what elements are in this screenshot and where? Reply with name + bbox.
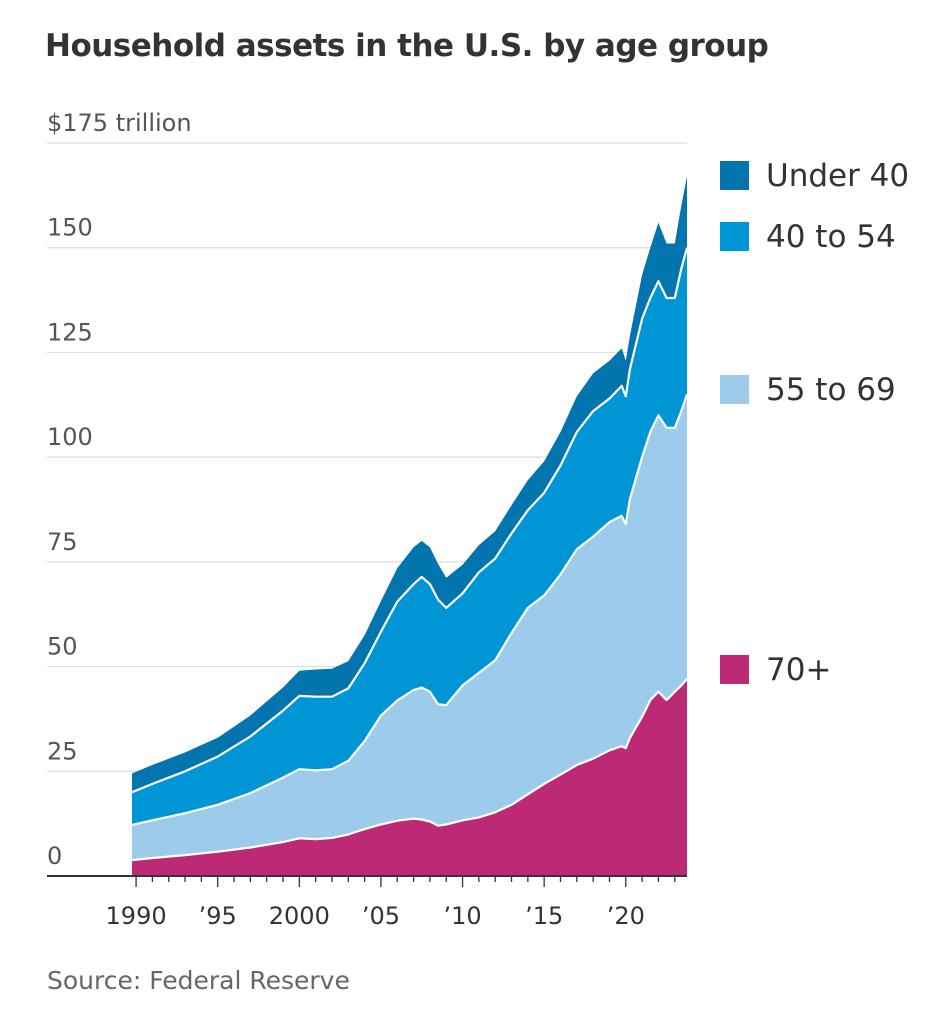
y-tick-label: 150: [47, 214, 93, 242]
legend: 70+ 55 to 69 40 to 54 Under 40: [720, 158, 909, 688]
y-tick-label: 125: [47, 318, 93, 346]
legend-swatch-40-to-54: [720, 222, 749, 251]
legend-label-70-plus: 70+: [766, 652, 831, 688]
x-tick-label: ’10: [443, 902, 481, 930]
x-tick-label: 1990: [106, 902, 167, 930]
legend-label-under-40: Under 40: [766, 158, 909, 194]
y-tick-label: 100: [47, 423, 93, 451]
y-tick-label: $175 trillion: [47, 109, 192, 137]
legend-swatch-55-to-69: [720, 375, 749, 404]
axes: 0 25 50 75 100 125 150 $175 trillion 1990 ’95 2000…: [47, 109, 687, 930]
y-tick-label: 50: [47, 633, 78, 661]
source-note: Source: Federal Reserve: [47, 966, 350, 995]
x-tick-label: 2000: [269, 902, 330, 930]
area-70-plus: [132, 679, 687, 876]
x-tick-label: ’05: [362, 902, 400, 930]
x-tick-label: ’15: [525, 902, 563, 930]
series-boundary-line: [131, 393, 689, 826]
y-tick-label: 75: [47, 528, 78, 556]
series-boundary-lines: [131, 247, 689, 862]
x-tick-label: ’20: [607, 902, 645, 930]
legend-swatch-under-40: [720, 161, 749, 190]
chart-title: Household assets in the U.S. by age grou…: [45, 28, 769, 64]
area-series-group: [132, 176, 687, 876]
area-55-to-69: [132, 394, 687, 861]
legend-label-40-to-54: 40 to 54: [766, 219, 896, 255]
x-tick-label: ’95: [199, 902, 237, 930]
y-tick-label: 0: [47, 842, 62, 870]
series-boundary-line: [131, 247, 689, 794]
y-tick-label: 25: [47, 737, 78, 765]
legend-swatch-70-plus: [720, 655, 749, 684]
area-40-to-54: [132, 247, 687, 825]
legend-label-55-to-69: 55 to 69: [766, 372, 896, 408]
series-boundary-line: [131, 678, 688, 862]
